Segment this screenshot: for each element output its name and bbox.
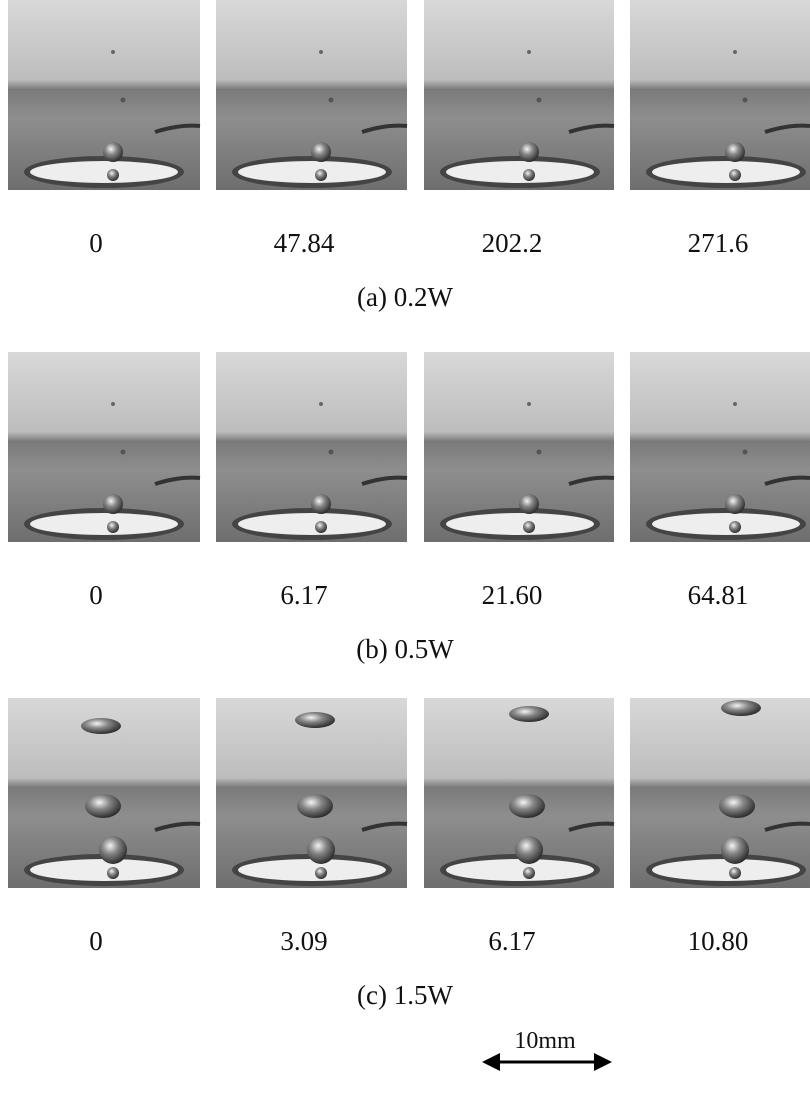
- panel-caption: (c) 1.5W: [357, 980, 453, 1010]
- droplet-small: [107, 521, 119, 533]
- droplet: [725, 494, 745, 514]
- droplet: [99, 836, 127, 864]
- pad: [30, 161, 178, 183]
- droplet-small: [729, 169, 741, 181]
- time-label: 0: [89, 926, 103, 956]
- bubble: [319, 402, 323, 406]
- droplet: [519, 142, 539, 162]
- photo: [630, 352, 810, 542]
- figure: 10mm 0 47.84 202.2 271.6 (a) 0.2W 0 6.17 21.60 6…: [0, 0, 810, 1098]
- time-label: 47.84: [274, 228, 335, 258]
- time-label: 21.60: [482, 580, 543, 610]
- photo: [8, 698, 200, 888]
- droplet: [719, 794, 755, 818]
- time-label: 64.81: [688, 580, 749, 610]
- droplet: [515, 836, 543, 864]
- time-label: 6.17: [488, 926, 535, 956]
- bubble: [733, 402, 737, 406]
- scale-bar: 10mm: [482, 1028, 612, 1071]
- pad: [238, 859, 386, 881]
- bubble: [527, 50, 531, 54]
- droplet-small: [107, 867, 119, 879]
- pad: [446, 859, 594, 881]
- time-label: 0: [89, 228, 103, 258]
- time-label: 3.09: [280, 926, 327, 956]
- droplet: [311, 494, 331, 514]
- droplet: [509, 794, 545, 818]
- pad: [446, 161, 594, 183]
- panel-caption: (a) 0.2W: [357, 282, 453, 312]
- droplet: [85, 794, 121, 818]
- droplet: [509, 706, 549, 722]
- droplet: [103, 142, 123, 162]
- time-label: 6.17: [280, 580, 327, 610]
- photo: [216, 0, 407, 190]
- droplet-small: [315, 521, 327, 533]
- droplet: [519, 494, 539, 514]
- bubble: [111, 50, 115, 54]
- time-label: 271.6: [688, 228, 749, 258]
- droplet: [81, 718, 121, 734]
- droplet: [307, 836, 335, 864]
- droplet: [721, 836, 749, 864]
- droplet-small: [107, 169, 119, 181]
- bubble: [537, 98, 542, 103]
- bubble: [329, 450, 334, 455]
- time-label: 202.2: [482, 228, 543, 258]
- droplet-small: [523, 867, 535, 879]
- droplet-small: [315, 867, 327, 879]
- bubble: [121, 450, 126, 455]
- droplet: [295, 712, 335, 728]
- bubble: [319, 50, 323, 54]
- bubble: [733, 50, 737, 54]
- panel-caption: (b) 0.5W: [356, 634, 454, 664]
- photo: [630, 698, 810, 888]
- pad: [238, 161, 386, 183]
- arrow-head: [594, 1053, 612, 1071]
- bubble: [121, 98, 126, 103]
- pad: [652, 161, 800, 183]
- droplet: [721, 700, 761, 716]
- droplet-small: [729, 867, 741, 879]
- droplet: [103, 494, 123, 514]
- photo: [424, 698, 614, 888]
- photo: [8, 352, 200, 542]
- bubble: [537, 450, 542, 455]
- photo: [424, 0, 614, 190]
- photo: [8, 0, 200, 190]
- droplet-small: [315, 169, 327, 181]
- droplet: [311, 142, 331, 162]
- photo: [216, 698, 407, 888]
- pad: [30, 513, 178, 535]
- arrow-head: [482, 1053, 500, 1071]
- time-label: 0: [89, 580, 103, 610]
- bubble: [527, 402, 531, 406]
- droplet: [725, 142, 745, 162]
- pad: [652, 513, 800, 535]
- scale-label: 10mm: [514, 1028, 576, 1054]
- droplet-small: [523, 521, 535, 533]
- droplet-small: [523, 169, 535, 181]
- bubble: [743, 450, 748, 455]
- photo: [216, 352, 407, 542]
- droplet: [297, 794, 333, 818]
- photo: [424, 352, 614, 542]
- time-label: 10.80: [688, 926, 749, 956]
- photo: [630, 0, 810, 190]
- bubble: [329, 98, 334, 103]
- bubble: [111, 402, 115, 406]
- pad: [238, 513, 386, 535]
- droplet-small: [729, 521, 741, 533]
- pad: [652, 859, 800, 881]
- pad: [30, 859, 178, 881]
- pad: [446, 513, 594, 535]
- bubble: [743, 98, 748, 103]
